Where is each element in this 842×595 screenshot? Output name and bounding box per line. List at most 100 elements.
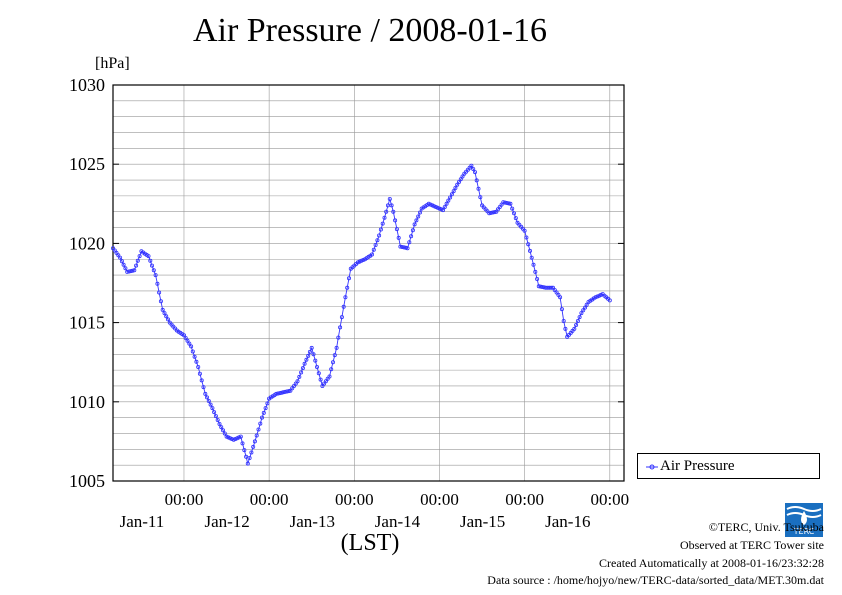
data-point: [513, 216, 518, 221]
data-point: [373, 242, 378, 247]
data-point: [343, 295, 348, 300]
data-point: [164, 314, 169, 319]
data-point: [146, 254, 151, 259]
data-point: [316, 371, 321, 376]
data-point: [215, 417, 220, 422]
data-point: [162, 311, 167, 316]
data-point: [488, 210, 493, 215]
data-point: [524, 235, 529, 240]
data-point: [448, 195, 453, 200]
data-point: [377, 233, 382, 238]
data-point: [393, 218, 398, 223]
data-point: [529, 255, 534, 260]
y-tick-label: 1020: [69, 233, 105, 253]
data-point: [512, 211, 517, 216]
data-point: [400, 244, 405, 249]
data-point: [151, 268, 156, 273]
data-point: [330, 360, 335, 365]
data-point: [130, 268, 135, 273]
data-point: [212, 410, 217, 415]
x-tick-label-date: Jan-15: [460, 512, 505, 531]
data-point: [508, 201, 513, 206]
data-point: [286, 389, 291, 394]
x-tick-label-time: 00:00: [505, 490, 544, 509]
data-point: [503, 200, 508, 205]
data-point: [492, 210, 497, 215]
data-point: [378, 227, 383, 232]
data-point: [160, 307, 165, 312]
data-point: [332, 353, 337, 358]
data-point: [259, 415, 264, 420]
data-point: [471, 166, 476, 171]
data-point: [158, 299, 163, 304]
footer-observed: Observed at TERC Tower site: [679, 538, 824, 552]
data-point: [339, 315, 344, 320]
data-point: [189, 344, 194, 349]
data-point: [458, 177, 463, 182]
data-point: [217, 421, 222, 426]
data-point: [245, 461, 250, 466]
legend-label: Air Pressure: [660, 458, 735, 474]
x-tick-label-date: Jan-13: [290, 512, 335, 531]
data-point: [334, 345, 339, 350]
data-point: [460, 174, 465, 179]
data-point: [401, 245, 406, 250]
chart-title: Air Pressure / 2008-01-16: [192, 12, 548, 49]
data-point: [258, 421, 263, 426]
footer-created: Created Automatically at 2008-01-16/23:3…: [599, 556, 824, 570]
data-point: [185, 338, 190, 343]
data-point: [311, 352, 316, 357]
data-point: [336, 335, 341, 340]
data-point: [261, 410, 266, 415]
data-point: [472, 170, 477, 175]
x-tick-label-date: Jan-12: [204, 512, 249, 531]
data-point: [575, 318, 580, 323]
data-point: [440, 208, 445, 213]
data-point: [165, 317, 170, 322]
data-point: [380, 221, 385, 226]
footer-source: Data source : /home/hojyo/new/TERC-data/…: [487, 573, 824, 587]
data-point: [302, 361, 307, 366]
data-point: [449, 192, 454, 197]
data-point: [329, 367, 334, 372]
data-point: [510, 206, 515, 211]
data-point: [238, 434, 243, 439]
data-point: [487, 211, 492, 216]
y-tick-label: 1025: [69, 154, 105, 174]
data-point: [581, 308, 586, 313]
data-point: [526, 242, 531, 247]
data-point: [398, 244, 403, 249]
data-point: [307, 349, 312, 354]
x-axis-unit: (LST): [340, 530, 400, 556]
data-point: [263, 406, 268, 411]
y-tick-label: 1005: [69, 471, 105, 491]
data-point: [265, 401, 270, 406]
data-point: [469, 163, 474, 168]
data-point: [531, 262, 536, 267]
data-point: [387, 196, 392, 201]
data-point: [135, 258, 140, 263]
data-point: [197, 371, 202, 376]
data-point: [540, 284, 545, 289]
data-point: [371, 247, 376, 252]
y-tick-label: 1010: [69, 392, 105, 412]
x-tick-label-date: Jan-14: [375, 512, 421, 531]
data-point: [476, 186, 481, 191]
data-point: [563, 326, 568, 331]
data-point: [396, 235, 401, 240]
data-point: [199, 378, 204, 383]
data-point: [251, 444, 256, 449]
x-tick-label-time: 00:00: [335, 490, 374, 509]
data-point: [304, 357, 309, 362]
data-point: [506, 201, 511, 206]
x-tick-label-time: 00:00: [590, 490, 629, 509]
data-point: [536, 284, 541, 289]
data-point: [181, 333, 186, 338]
y-axis-unit: [hPa]: [95, 55, 130, 72]
data-point: [577, 315, 582, 320]
data-point: [409, 234, 414, 239]
data-point: [132, 268, 137, 273]
data-point: [501, 200, 506, 205]
data-point: [522, 228, 527, 233]
data-point: [559, 307, 564, 312]
